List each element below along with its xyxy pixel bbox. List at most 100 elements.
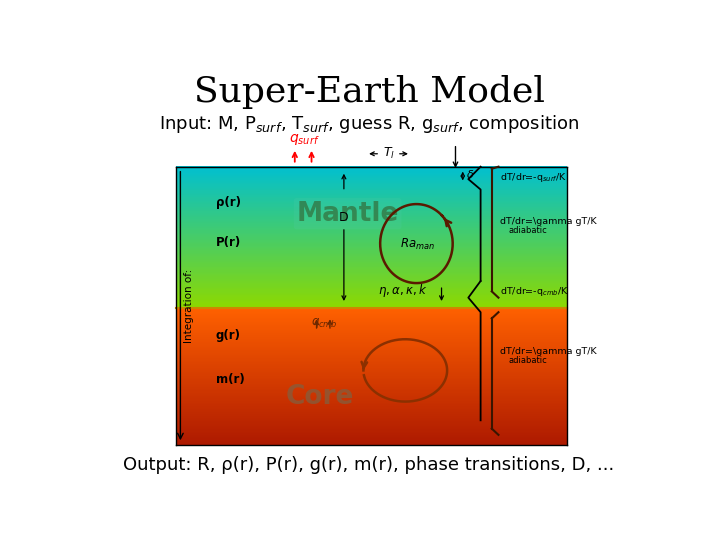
Bar (176, 225, 567, 227)
Bar (176, 303, 567, 306)
Bar (176, 330, 567, 332)
Bar (176, 350, 567, 353)
Bar (176, 289, 567, 292)
Bar (176, 193, 567, 195)
Bar (176, 240, 567, 242)
Text: ρ(r): ρ(r) (215, 196, 240, 209)
Bar (176, 318, 567, 320)
Bar (176, 325, 567, 326)
Bar (176, 366, 567, 368)
Bar (176, 387, 567, 389)
Bar (176, 436, 567, 438)
Bar (176, 176, 567, 177)
Text: dT/dr=-q$_{cmb}$/K: dT/dr=-q$_{cmb}$/K (500, 285, 569, 298)
Bar (176, 364, 567, 366)
Bar (176, 201, 567, 203)
Bar (176, 233, 567, 235)
Bar (176, 360, 567, 362)
Bar (176, 402, 567, 404)
Bar (176, 434, 567, 436)
Bar (176, 256, 567, 259)
Bar (176, 167, 567, 169)
Bar (176, 314, 567, 316)
Bar (176, 399, 567, 401)
Bar (176, 292, 567, 294)
Bar (176, 183, 567, 184)
Text: Input: M, P$_{surf}$, T$_{surf}$, guess R, g$_{surf}$, composition: Input: M, P$_{surf}$, T$_{surf}$, guess … (159, 113, 579, 135)
Bar (176, 336, 567, 338)
Bar (176, 406, 567, 408)
Bar (176, 239, 567, 241)
Bar (176, 204, 567, 206)
Bar (176, 320, 567, 322)
Bar (176, 301, 567, 303)
Bar (176, 334, 567, 335)
Bar (176, 222, 567, 225)
Bar (176, 359, 567, 361)
Bar (176, 385, 567, 387)
Bar (176, 386, 567, 388)
Text: P(r): P(r) (215, 235, 240, 249)
Bar (176, 426, 567, 428)
Bar (176, 224, 567, 226)
Bar (176, 395, 567, 397)
Bar (176, 213, 567, 215)
Bar (176, 241, 567, 243)
Bar (176, 377, 567, 379)
Bar (176, 214, 567, 216)
Bar (176, 212, 567, 214)
Text: $\delta$: $\delta$ (466, 168, 474, 180)
Bar (176, 428, 567, 430)
Bar (176, 246, 567, 248)
Bar (176, 260, 567, 262)
Bar (176, 422, 567, 423)
Bar (176, 247, 567, 249)
Bar (176, 177, 567, 178)
Bar (176, 419, 567, 421)
Bar (176, 368, 567, 370)
Bar (176, 331, 567, 333)
Bar (176, 228, 567, 230)
Bar (176, 432, 567, 434)
Text: adiabatic: adiabatic (508, 226, 547, 235)
Bar (176, 415, 567, 417)
Bar (176, 356, 567, 359)
Bar (176, 329, 567, 331)
Bar (176, 245, 567, 247)
Bar (176, 313, 567, 315)
Bar (176, 242, 567, 245)
Text: dT/dr=\gamma gT/K: dT/dr=\gamma gT/K (500, 347, 597, 356)
Bar (176, 211, 567, 213)
Bar (176, 423, 567, 424)
Bar (176, 361, 567, 363)
Bar (176, 309, 567, 312)
Bar (176, 207, 567, 209)
Bar (176, 343, 567, 345)
Bar (176, 298, 567, 300)
Bar (176, 379, 567, 381)
Bar (176, 363, 567, 365)
Bar (176, 252, 567, 254)
Bar (176, 353, 567, 355)
Bar (176, 305, 567, 307)
Bar (176, 306, 567, 308)
Text: Core: Core (285, 384, 354, 410)
Bar (176, 179, 567, 181)
Bar (176, 255, 567, 258)
Bar (176, 284, 567, 286)
Bar (176, 374, 567, 375)
Bar (176, 435, 567, 437)
Bar (176, 205, 567, 207)
Bar (176, 389, 567, 392)
Bar (176, 326, 567, 327)
Bar (176, 287, 567, 289)
Bar (176, 299, 567, 301)
Bar (176, 369, 567, 371)
Bar (176, 210, 567, 212)
Bar (176, 390, 567, 393)
Bar (176, 345, 567, 347)
Bar (176, 208, 567, 210)
Bar (176, 219, 567, 221)
Bar (176, 294, 567, 296)
Bar (176, 393, 567, 395)
